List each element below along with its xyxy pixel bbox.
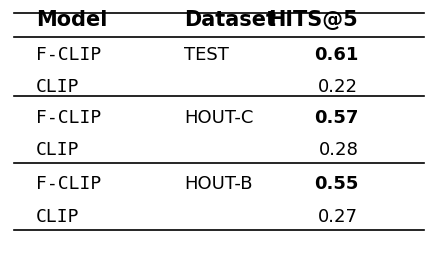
Text: 0.57: 0.57 [314,109,358,127]
Text: CLIP: CLIP [36,208,80,225]
Text: 0.22: 0.22 [318,78,358,96]
Text: CLIP: CLIP [36,141,80,159]
Text: HOUT-C: HOUT-C [184,109,254,127]
Text: 0.28: 0.28 [318,141,358,159]
Text: CLIP: CLIP [36,78,80,96]
Text: Model: Model [36,10,108,30]
Text: HITS@5: HITS@5 [268,10,358,30]
Text: TEST: TEST [184,46,229,64]
Text: F-CLIP: F-CLIP [36,109,102,127]
Text: 0.27: 0.27 [318,208,358,225]
Text: HOUT-B: HOUT-B [184,176,253,193]
Text: Dataset: Dataset [184,10,276,30]
Text: 0.61: 0.61 [314,46,358,64]
Text: F-CLIP: F-CLIP [36,176,102,193]
Text: 0.55: 0.55 [314,176,358,193]
Text: F-CLIP: F-CLIP [36,46,102,64]
